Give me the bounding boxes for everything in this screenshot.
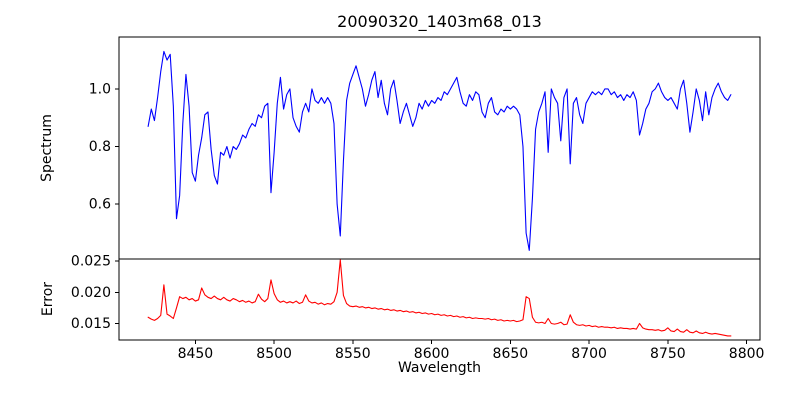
error-axes-spines [118, 258, 761, 341]
xtick-label: 8700 [571, 346, 607, 362]
error-line [147, 259, 732, 337]
chart-title: 20090320_1403m68_013 [337, 12, 542, 31]
xtick-label: 8600 [414, 346, 450, 362]
xtick-label: 8750 [650, 346, 686, 362]
spectrum-panel: 0.6 0.8 1.0 [89, 36, 761, 260]
xtick-label: 8450 [178, 346, 214, 362]
spectrum-axes-spines [118, 36, 761, 260]
error-ytick-label: 0.025 [71, 254, 111, 270]
error-panel: 0.015 0.020 0.025 [71, 254, 761, 341]
spectrum-line [147, 50, 732, 251]
x-axis-ticks: 8450 8500 8550 8600 8650 8700 8750 8800 [178, 340, 765, 362]
xtick-label: 8550 [335, 346, 371, 362]
error-ytick-label: 0.020 [71, 285, 111, 301]
error-ytick-label: 0.015 [71, 316, 111, 332]
spectrum-ytick-label: 1.0 [89, 81, 111, 97]
xtick-label: 8800 [729, 346, 765, 362]
spectrum-ytick-label: 0.6 [89, 197, 111, 213]
xtick-label: 8500 [256, 346, 292, 362]
spectrum-ytick-label: 0.8 [89, 139, 111, 155]
error-y-axis-label: Error [40, 281, 56, 317]
wavelength-x-axis-label: Wavelength [397, 360, 482, 376]
spectrum-y-axis-label: Spectrum [39, 114, 55, 182]
xtick-label: 8650 [493, 346, 529, 362]
